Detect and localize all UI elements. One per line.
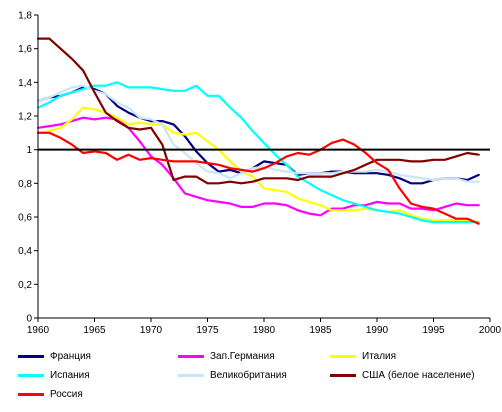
y-tick-label: 1,8 xyxy=(18,11,32,22)
x-tick-label: 1980 xyxy=(253,325,276,336)
x-tick-label: 1970 xyxy=(140,325,163,336)
x-tick-label: 1975 xyxy=(196,325,219,336)
x-tick-label: 1995 xyxy=(422,325,445,336)
y-axis-ticks: 0 0,2 0,4 0,6 0,8 1 1,2 1,4 1,6 1,8 xyxy=(18,11,38,325)
series-line-6 xyxy=(36,131,480,225)
x-tick-label: 1965 xyxy=(83,325,106,336)
y-tick-label: 0,2 xyxy=(18,280,32,291)
y-tick-label: 1,6 xyxy=(18,44,32,55)
y-tick-label: 1,2 xyxy=(18,112,32,123)
series-line-5 xyxy=(36,37,480,185)
x-tick-label: 1990 xyxy=(366,325,389,336)
x-tick-label: 1960 xyxy=(27,325,50,336)
y-tick-label: 1 xyxy=(26,145,32,156)
y-tick-label: 0,6 xyxy=(18,213,32,224)
series-layer xyxy=(36,37,480,225)
x-axis-ticks: 1960 1965 1970 1975 1980 1985 1990 1995 2000 xyxy=(27,318,502,336)
series-line-2 xyxy=(36,106,480,224)
x-tick-label: 2000 xyxy=(479,325,502,336)
y-tick-label: 0,8 xyxy=(18,179,32,190)
series-line-0 xyxy=(36,86,480,185)
y-tick-label: 1,4 xyxy=(18,78,32,89)
y-tick-label: 0 xyxy=(26,314,32,325)
series-line-4 xyxy=(36,84,480,183)
y-tick-label: 0,4 xyxy=(18,246,32,257)
series-line-3 xyxy=(36,81,480,224)
x-tick-label: 1985 xyxy=(309,325,332,336)
series-line-1 xyxy=(36,116,480,217)
